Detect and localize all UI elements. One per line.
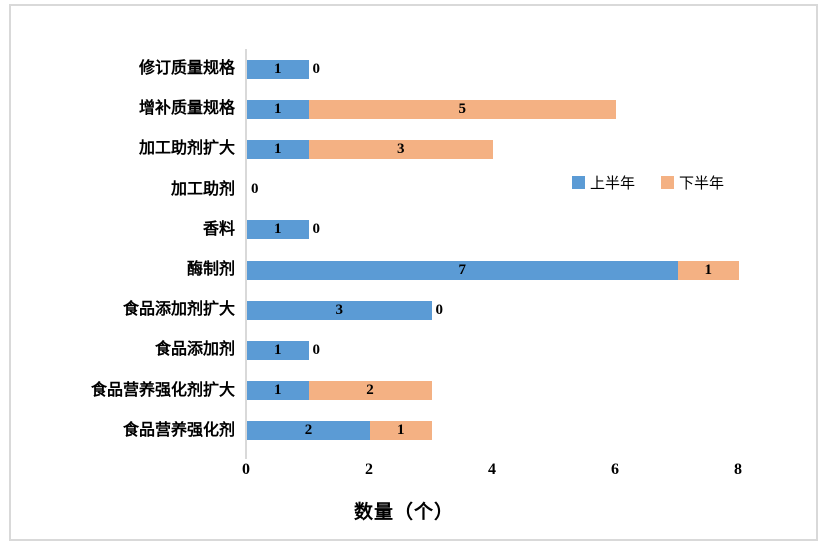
data-label: 0 — [312, 342, 321, 358]
category-label: 修订质量规格 — [138, 60, 235, 77]
category-label: 加工助剂扩大 — [138, 140, 235, 158]
legend-label-series1: 上半年 — [590, 176, 636, 192]
data-label: 7 — [458, 261, 467, 278]
data-label: 1 — [274, 60, 282, 77]
bar-segment-first-half — [247, 99, 309, 119]
data-label: 1 — [397, 422, 405, 439]
data-label: 1 — [274, 342, 282, 358]
x-axis-title: 数量（个） — [353, 502, 455, 523]
category-label: 食品添加剂 — [154, 341, 235, 359]
legend-swatch-orange-icon — [661, 176, 675, 189]
bar-segment-first-half — [247, 300, 432, 320]
bar-segment-first-half — [247, 220, 309, 240]
data-label: 0 — [435, 301, 444, 318]
bar-segment-second-half — [308, 99, 616, 119]
data-label: 0 — [312, 60, 321, 77]
data-label: 2 — [304, 422, 313, 439]
legend: 上半年 下半年 — [572, 172, 724, 193]
category-label: 食品营养强化剂 — [122, 421, 235, 439]
category-label: 食品营养强化剂扩大 — [90, 381, 235, 399]
category-label: 酶制剂 — [186, 261, 235, 278]
bar-segment-first-half — [247, 341, 309, 360]
data-label: 0 — [312, 221, 321, 238]
legend-entry-series1: 上半年 — [572, 172, 635, 193]
data-label: 3 — [335, 301, 344, 318]
data-label: 5 — [458, 100, 467, 117]
data-label: 2 — [366, 382, 374, 399]
x-tick-label: 4 — [488, 461, 496, 478]
legend-label-series2: 下半年 — [679, 176, 725, 192]
data-label: 1 — [704, 261, 713, 278]
bar-segment-first-half — [247, 59, 309, 79]
bar-segment-second-half — [370, 421, 432, 441]
x-tick-label: 6 — [611, 461, 619, 478]
y-axis-line — [245, 49, 247, 459]
bar-segment-first-half — [247, 260, 678, 280]
category-label: 食品添加剂扩大 — [122, 301, 235, 319]
legend-swatch-blue-icon — [572, 176, 585, 189]
category-label: 香料 — [202, 220, 235, 238]
plot-area: 1 0 1 5 1 3 0 1 0 7 1 3 0 1 0 1 2 2 1 — [247, 49, 739, 451]
x-tick-label: 2 — [365, 461, 373, 478]
x-tick-label: 0 — [242, 461, 250, 478]
bar-segment-second-half — [308, 381, 432, 401]
category-label: 加工助剂 — [170, 180, 235, 198]
bar-segment-second-half — [677, 260, 739, 280]
data-label: 1 — [274, 141, 282, 157]
data-label: 0 — [251, 181, 259, 198]
category-label: 增补质量规格 — [138, 100, 235, 118]
bar-segment-first-half — [247, 421, 370, 441]
bar-segment-second-half — [308, 140, 493, 159]
data-label: 3 — [397, 141, 405, 157]
data-label: 1 — [274, 100, 282, 117]
legend-entry-series2: 下半年 — [661, 172, 724, 193]
data-label: 1 — [274, 221, 282, 238]
bar-segment-first-half — [247, 140, 309, 159]
data-label: 1 — [274, 382, 282, 399]
x-tick-label: 8 — [734, 461, 742, 478]
bar-segment-first-half — [247, 381, 309, 401]
